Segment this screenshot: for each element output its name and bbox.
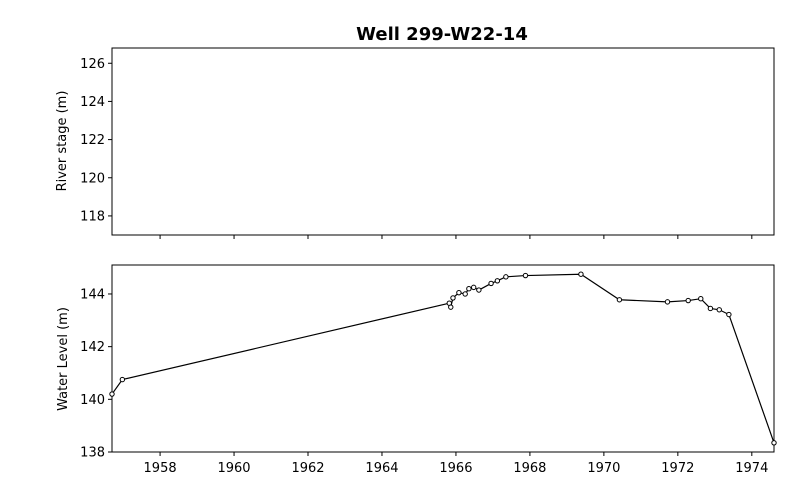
water-level-y-tick-label: 138 xyxy=(80,446,105,461)
water-level-data-point xyxy=(462,291,468,297)
water-level-x-tick-label: 1960 xyxy=(217,461,250,476)
water-level-data-point xyxy=(470,284,477,291)
water-level-data-point xyxy=(119,376,126,383)
water-level-x-tick-label: 1964 xyxy=(365,461,398,476)
water-level-series xyxy=(109,271,777,446)
water-level-x-tick-label: 1962 xyxy=(291,461,324,476)
river-stage-y-tick-label: 120 xyxy=(80,171,105,186)
river-stage-y-tick-label: 124 xyxy=(80,95,105,110)
chart-title: Well 299-W22-14 xyxy=(356,24,528,45)
water-level-panel: 138 140 142 144 1958 1960 1962 1964 1966 1968 197… xyxy=(56,264,777,476)
water-level-x-tick-label: 1972 xyxy=(661,461,694,476)
water-level-data-point xyxy=(450,295,456,301)
water-level-data-point xyxy=(707,305,714,312)
water-level-data-point xyxy=(488,280,494,287)
water-level-x-tick-label: 1970 xyxy=(587,461,620,476)
water-level-x-tick-label: 1966 xyxy=(439,461,472,476)
river-stage-x-ticks xyxy=(159,235,753,239)
water-level-y-tick-label: 144 xyxy=(80,287,105,302)
river-stage-plot-area xyxy=(111,47,775,236)
water-level-x-tick-label: 1958 xyxy=(144,461,177,476)
water-level-data-point xyxy=(616,297,623,303)
water-level-data-point xyxy=(494,278,501,284)
water-level-data-point xyxy=(522,272,529,279)
water-level-y-label: Water Level (m) xyxy=(56,307,71,411)
river-stage-y-tick-label: 122 xyxy=(80,133,105,148)
water-level-data-point xyxy=(456,289,462,296)
water-level-y-ticks: 138 140 142 144 xyxy=(80,287,112,461)
water-level-data-point xyxy=(664,299,671,305)
river-stage-panel: 118 120 122 124 126 River stage (m) xyxy=(55,47,775,239)
water-level-y-tick-label: 142 xyxy=(80,340,105,355)
water-level-data-point xyxy=(771,440,777,446)
water-level-data-point xyxy=(466,286,472,292)
water-level-plot-area xyxy=(111,264,775,453)
water-level-data-point xyxy=(448,304,454,310)
water-level-data-point xyxy=(698,296,704,302)
water-level-x-ticks: 1958 1960 1962 1964 1966 1968 1970 1972 1974 xyxy=(144,452,768,476)
water-level-data-point xyxy=(685,297,691,304)
water-level-data-point xyxy=(716,307,722,313)
river-stage-y-label: River stage (m) xyxy=(55,91,70,192)
water-level-data-point xyxy=(578,271,584,277)
water-level-y-tick-label: 140 xyxy=(80,393,105,408)
river-stage-y-tick-label: 126 xyxy=(80,57,105,72)
water-level-data-point xyxy=(726,311,732,318)
water-level-x-tick-label: 1968 xyxy=(513,461,546,476)
water-level-data-point xyxy=(109,391,115,397)
water-level-data-point xyxy=(503,274,509,280)
water-level-data-point xyxy=(476,287,482,293)
river-stage-y-ticks: 118 120 122 124 126 xyxy=(80,57,112,224)
water-level-x-tick-label: 1974 xyxy=(735,461,768,476)
river-stage-y-tick-label: 118 xyxy=(80,209,105,224)
